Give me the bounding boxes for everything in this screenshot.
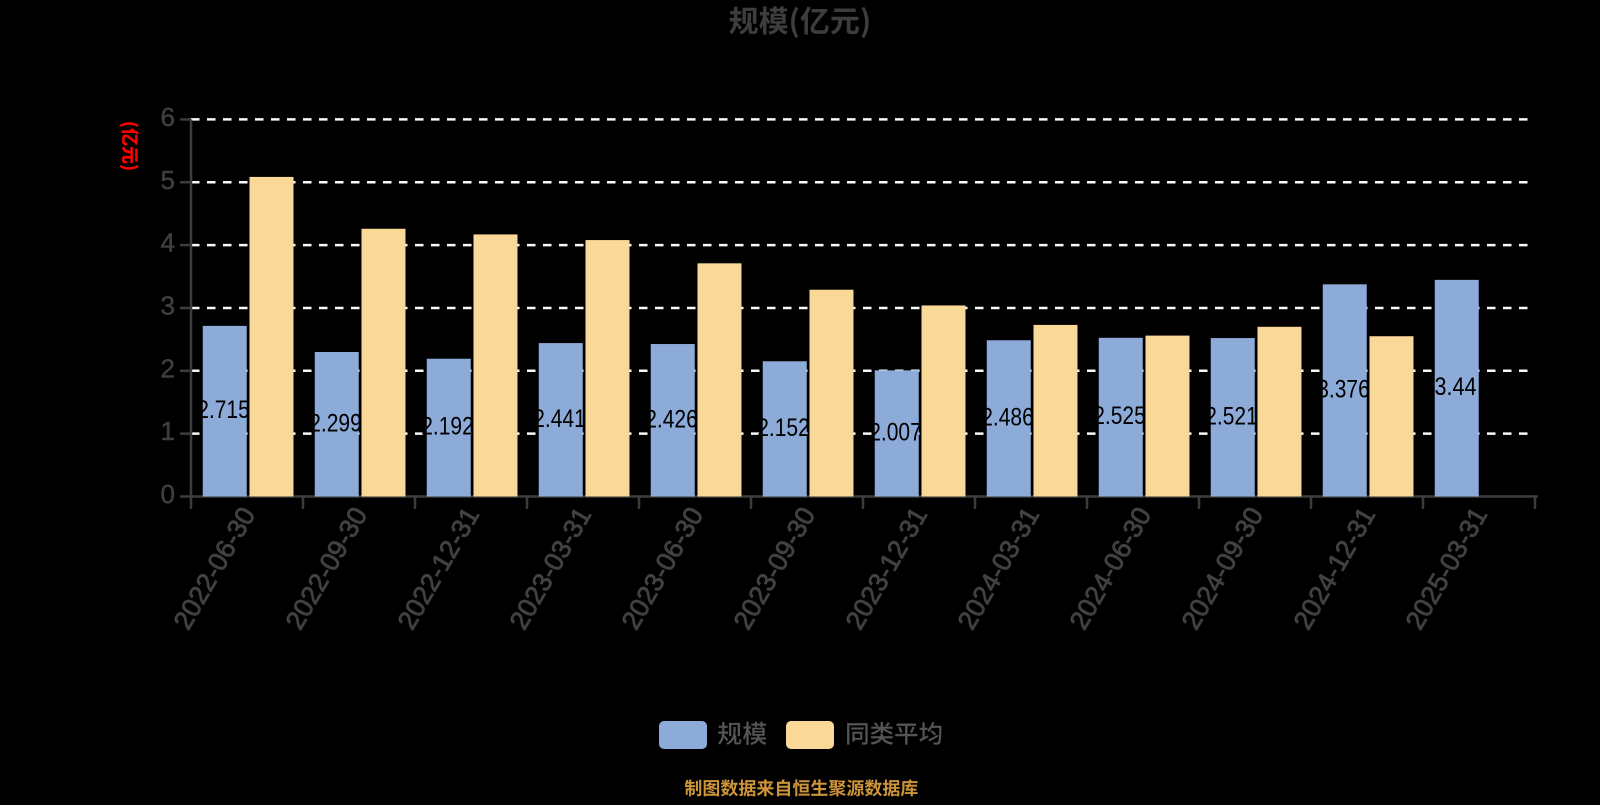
svg-text:2.152: 2.152 <box>757 414 810 442</box>
svg-text:1: 1 <box>161 416 175 446</box>
svg-text:3.44: 3.44 <box>1435 373 1477 401</box>
svg-text:3.376: 3.376 <box>1317 375 1370 403</box>
svg-text:2.299: 2.299 <box>309 409 362 437</box>
svg-text:2.007: 2.007 <box>869 418 922 446</box>
svg-text:2.525: 2.525 <box>1093 402 1146 430</box>
svg-text:2: 2 <box>161 353 175 383</box>
svg-text:2.521: 2.521 <box>1205 402 1258 430</box>
svg-text:2.192: 2.192 <box>421 413 474 441</box>
svg-text:2.486: 2.486 <box>981 403 1034 431</box>
svg-text:2.441: 2.441 <box>533 405 586 433</box>
svg-text:5: 5 <box>161 165 175 195</box>
svg-text:2.715: 2.715 <box>197 396 250 424</box>
svg-text:6: 6 <box>161 102 175 132</box>
svg-text:3: 3 <box>161 290 175 320</box>
svg-text:4: 4 <box>161 228 175 258</box>
svg-text:0: 0 <box>161 479 175 509</box>
svg-text:2.426: 2.426 <box>645 405 698 433</box>
